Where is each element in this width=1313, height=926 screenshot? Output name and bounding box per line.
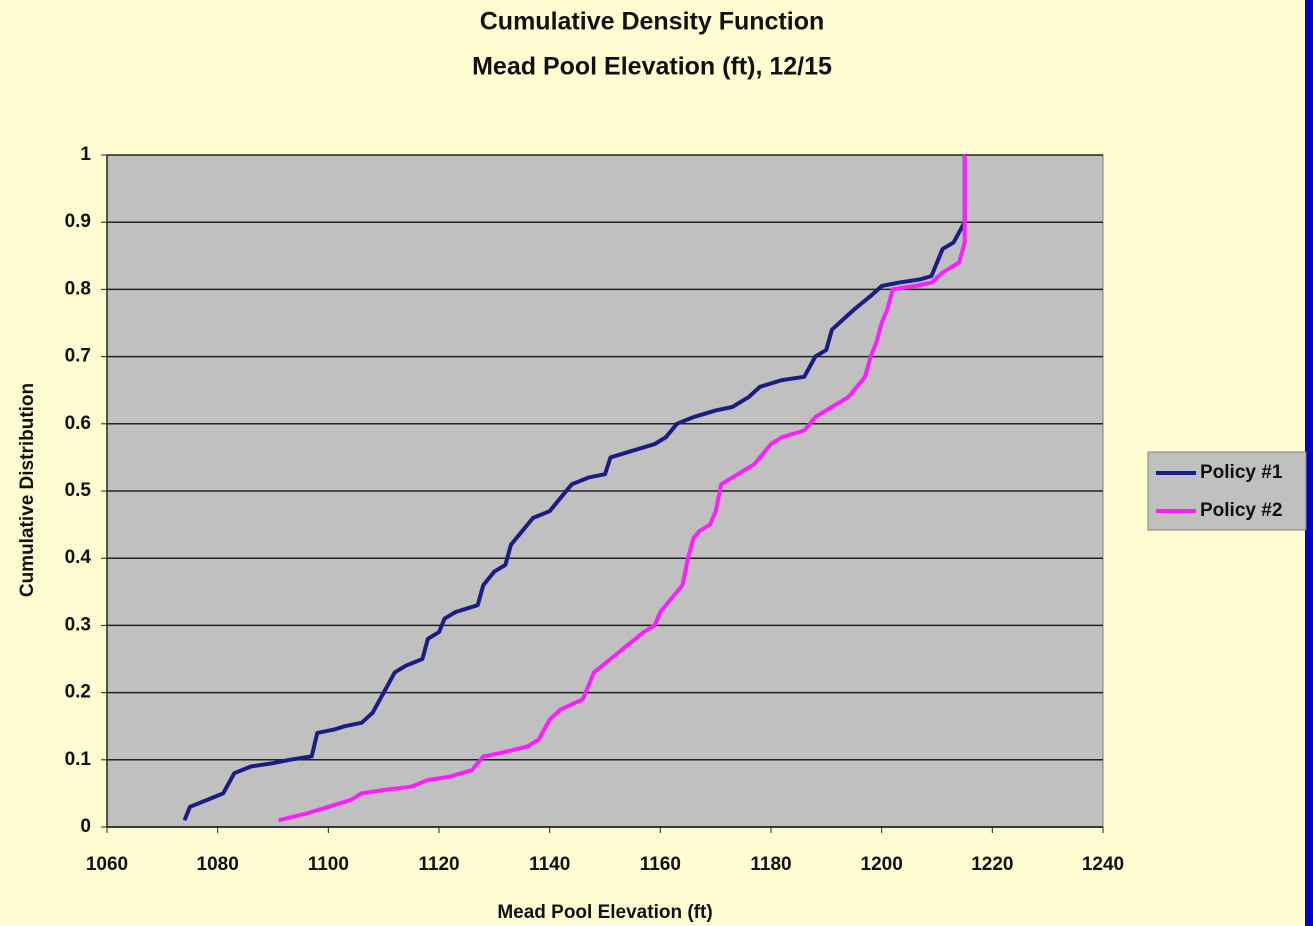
x-tick-label: 1240 xyxy=(1082,854,1124,875)
y-tick-label: 0.1 xyxy=(65,749,92,770)
x-tick-label: 1160 xyxy=(640,854,681,875)
y-tick-label: 0.2 xyxy=(65,682,91,703)
edge-strip xyxy=(1305,0,1313,926)
x-axis-label: Mead Pool Elevation (ft) xyxy=(497,902,712,923)
chart-subtitle: Mead Pool Elevation (ft), 12/15 xyxy=(472,53,832,81)
x-tick-label: 1180 xyxy=(750,854,791,875)
legend-label: Policy #1 xyxy=(1200,462,1283,483)
y-tick-label: 0.8 xyxy=(65,278,91,299)
legend-label: Policy #2 xyxy=(1200,500,1282,521)
y-tick-label: 0.6 xyxy=(65,413,91,434)
x-tick-label: 1100 xyxy=(308,854,349,875)
x-tick-label: 1060 xyxy=(86,854,128,875)
y-tick-label: 0.3 xyxy=(65,614,91,635)
y-tick-label: 0 xyxy=(80,816,91,837)
x-tick-label: 1200 xyxy=(861,854,903,875)
x-tick-label: 1080 xyxy=(197,854,239,875)
y-tick-label: 0.7 xyxy=(65,346,91,367)
series-line xyxy=(182,155,967,822)
x-tick-label: 1120 xyxy=(418,854,459,875)
legend-box xyxy=(1147,451,1307,531)
y-tick-label: 0.5 xyxy=(65,480,92,501)
y-tick-label: 1 xyxy=(80,144,91,165)
series-line xyxy=(278,155,967,823)
y-tick-label: 0.4 xyxy=(65,547,92,568)
chart-title: Cumulative Density Function xyxy=(480,8,824,36)
x-tick-label: 1220 xyxy=(971,854,1013,875)
x-tick-label: 1140 xyxy=(529,854,570,875)
y-tick-label: 0.9 xyxy=(65,211,91,232)
y-axis-label: Cumulative Distribution xyxy=(17,383,38,597)
